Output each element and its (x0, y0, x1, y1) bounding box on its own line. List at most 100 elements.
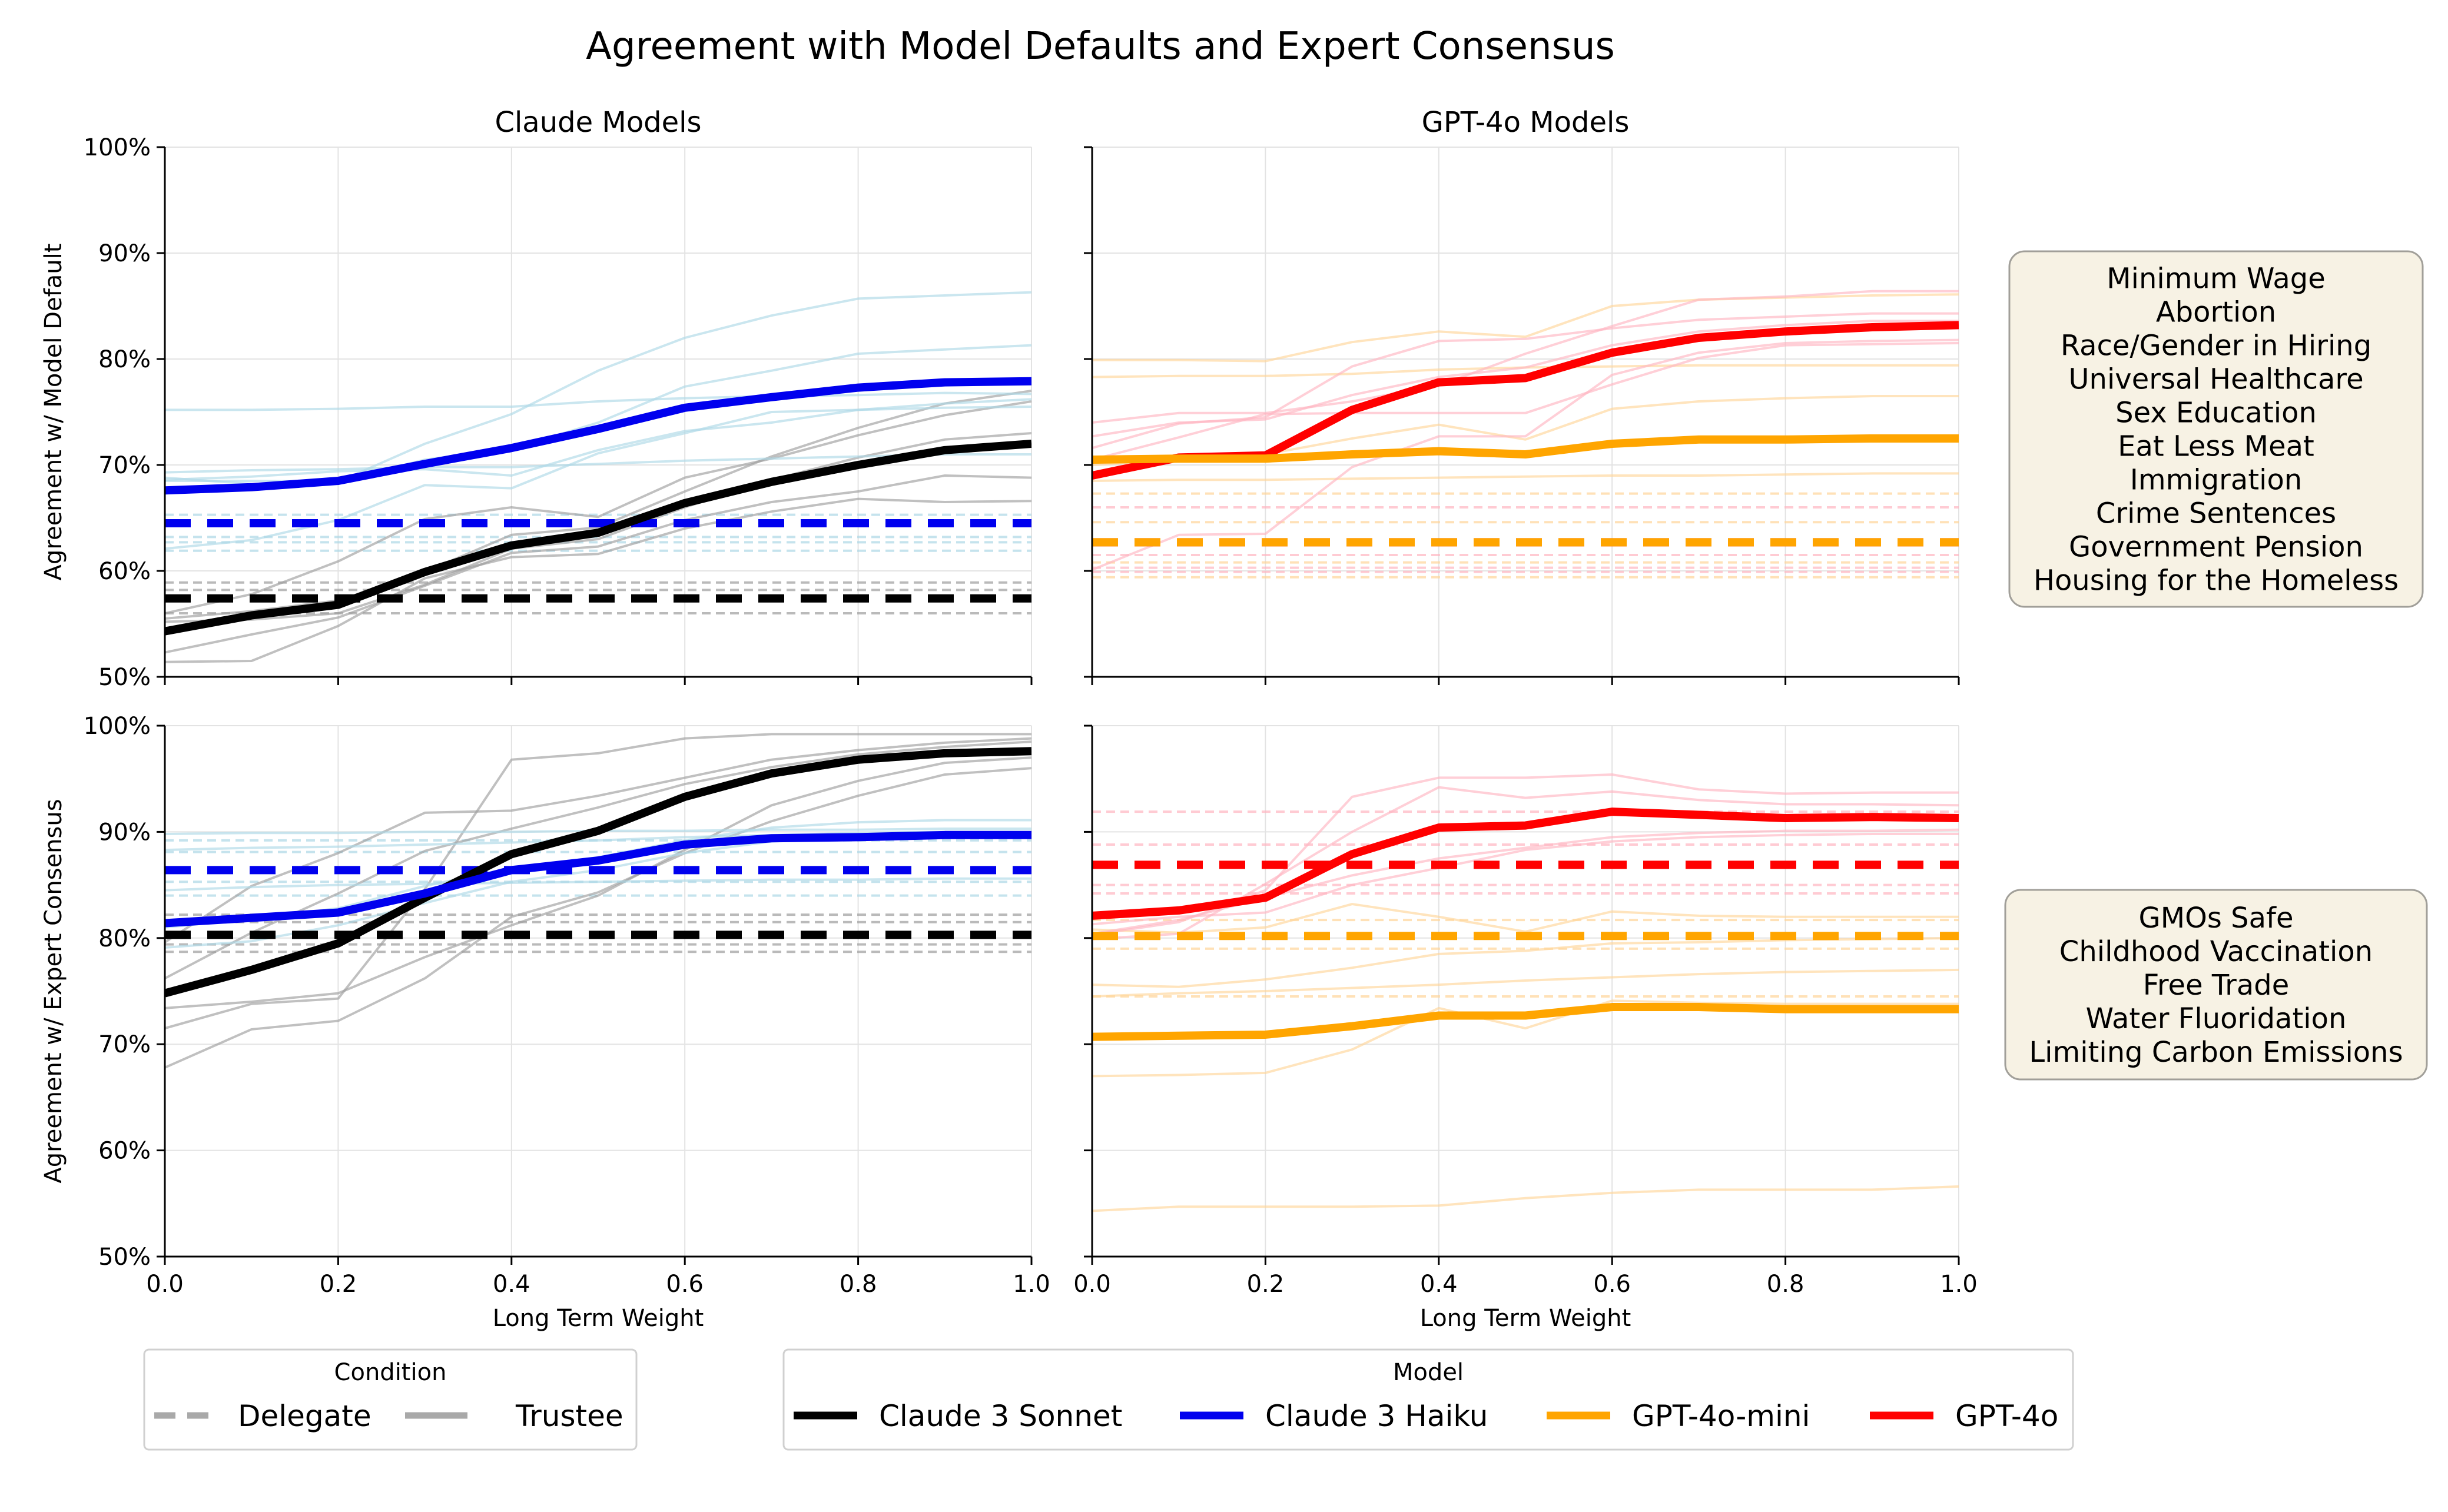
panel-title: Claude Models (495, 106, 701, 139)
panel-0-0: 50% 60% 70% 80% 90% 100% Claude Models Agreemen… (40, 106, 1033, 691)
faint-trustee-line (165, 737, 1031, 943)
y-tick-label: 90% (98, 819, 151, 846)
faint-trustee-line (1092, 968, 1959, 998)
trustee-line-claude-3-haiku (165, 377, 1031, 495)
faint-trustee-line (1092, 472, 1959, 482)
faint-trustee-line (165, 398, 1031, 481)
faint-trustee-line (1092, 320, 1959, 438)
y-tick-label: 80% (98, 346, 151, 373)
y-tick-label: 50% (98, 1244, 151, 1271)
y-tick-label: 70% (98, 452, 151, 479)
faint-trustee-line (1092, 1185, 1959, 1212)
legend-label-claude-3-sonnet: Claude 3 Sonnet (879, 1399, 1122, 1433)
legend-label-claude-3-haiku: Claude 3 Haiku (1265, 1399, 1488, 1433)
y-axis-label: Agreement w/ Model Default (40, 244, 67, 581)
y-tick-label: 60% (98, 1138, 151, 1165)
faint-trustee-line (165, 497, 1031, 663)
faint-trustee-line (1092, 342, 1959, 461)
faint-trustee-line (1092, 999, 1959, 1078)
faint-trustee-line (1092, 290, 1959, 424)
faint-trustee-line (165, 740, 1031, 980)
x-tick-label: 0.2 (320, 1271, 357, 1298)
y-tick-label: 50% (98, 664, 151, 691)
panel-1-1: 0.0 0.2 0.4 0.6 0.8 1.0 Long Term Weight (1073, 725, 1978, 1332)
faint-trustee-line (165, 767, 1031, 1069)
legend-title: Model (1393, 1359, 1464, 1386)
y-tick-label: 80% (98, 925, 151, 952)
legend-label-trustee: Trustee (515, 1399, 623, 1433)
annotation-topic: Eat Less Meat (2118, 430, 2314, 463)
annotation-background (2004, 889, 2428, 1081)
plot-area (165, 291, 1031, 663)
x-tick-label: 0.8 (840, 1271, 877, 1298)
annotation-topic: Immigration (2130, 464, 2303, 497)
trustee-line-claude-3-sonnet (165, 747, 1031, 998)
y-tick-label: 100% (84, 134, 151, 161)
panels: 50% 60% 70% 80% 90% 100% Claude Models Agreemen… (40, 106, 1978, 1332)
x-tick-label: 0.0 (146, 1271, 184, 1298)
faint-trustee-line (1092, 903, 1959, 934)
faint-trustee-line (165, 432, 1031, 623)
gridlines (164, 725, 1032, 1257)
trustee-line-gpt-4o-mini (1092, 434, 1959, 464)
x-tick-label: 0.8 (1767, 1271, 1805, 1298)
x-tick-label: 0.6 (666, 1271, 704, 1298)
annotation-topic: Race/Gender in Hiring (2061, 330, 2371, 363)
faint-trustee-line (165, 400, 1031, 614)
chart-title: Agreement with Model Defaults and Expert… (586, 25, 1615, 68)
faint-trustee-line (1092, 338, 1959, 571)
legends: Condition Delegate Trustee Model Claude 3 So… (143, 1348, 2074, 1451)
x-tick-label: 0.4 (1420, 1271, 1458, 1298)
x-axis-label: Long Term Weight (493, 1305, 704, 1332)
annotation-topic: Limiting Carbon Emissions (2029, 1036, 2403, 1069)
annotation-topic: Sex Education (2115, 397, 2317, 430)
faint-trustee-line (165, 391, 1031, 411)
panel-title: GPT-4o Models (1422, 106, 1630, 139)
faint-trustee-line (1092, 293, 1959, 363)
trustee-line-claude-3-sonnet (165, 440, 1031, 636)
annotation-topic: GMOs Safe (2139, 902, 2294, 935)
x-axis-label: Long Term Weight (1420, 1305, 1631, 1332)
plot-area (1092, 773, 1959, 1212)
annotation-topic: Abortion (2156, 296, 2276, 329)
faint-trustee-line (1092, 833, 1959, 926)
legend-frame (143, 1348, 638, 1451)
annotation-topic: Childhood Vaccination (2059, 935, 2373, 968)
legend-label-gpt-4o: GPT-4o (1955, 1399, 2058, 1433)
faint-trustee-line (165, 832, 1031, 949)
plot-area (165, 733, 1031, 1069)
annotation-topic: Minimum Wage (2107, 262, 2326, 295)
trustee-line-gpt-4o (1092, 807, 1959, 920)
faint-trustee-line (165, 756, 1031, 1009)
annotation-topic: Housing for the Homeless (2034, 564, 2399, 597)
faint-trustee-line (165, 453, 1031, 474)
legend-condition: Condition Delegate Trustee (143, 1348, 638, 1451)
y-tick-label: 60% (98, 558, 151, 585)
legend-label-delegate: Delegate (238, 1399, 371, 1433)
panel-0-1: GPT-4o Models (1084, 106, 1960, 685)
legend-title: Condition (334, 1359, 447, 1386)
panel-1-0: 0.0 0.2 0.4 0.6 0.8 1.0 50% 60% 70% 80% 90% 100% Lon… (40, 713, 1050, 1332)
x-tick-label: 0.6 (1593, 1271, 1631, 1298)
legend-frame (782, 1348, 2074, 1451)
plot-area (1092, 290, 1959, 579)
y-tick-label: 100% (84, 713, 151, 740)
trustee-line-claude-3-haiku (165, 830, 1031, 928)
legend-label-gpt-4o-mini: GPT-4o-mini (1632, 1399, 1810, 1433)
y-tick-label: 70% (98, 1031, 151, 1058)
faint-trustee-line (165, 390, 1031, 620)
faint-trustee-line (165, 733, 1031, 1030)
x-tick-label: 0.0 (1073, 1271, 1111, 1298)
y-tick-label: 90% (98, 240, 151, 267)
annotation-topic: Government Pension (2069, 531, 2363, 564)
annotation-background (2008, 250, 2424, 608)
y-axis-label: Agreement w/ Expert Consensus (40, 799, 67, 1183)
faint-trustee-line (165, 474, 1031, 654)
faint-trustee-line (165, 877, 1031, 892)
trustee-line-gpt-4o-mini (1092, 1003, 1959, 1041)
x-tick-label: 0.4 (493, 1271, 530, 1298)
